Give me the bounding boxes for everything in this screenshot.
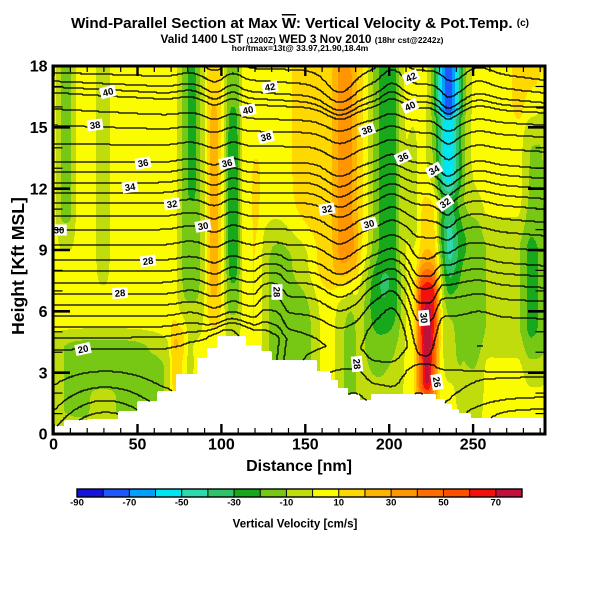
svg-text:hor/tmax=13t@ 33.97,21.90,18.4: hor/tmax=13t@ 33.97,21.90,18.4m [232,43,369,53]
svg-text:30: 30 [386,498,397,509]
svg-text:Wind-Parallel Section at Max W: Wind-Parallel Section at Max W: Vertical… [71,15,529,32]
svg-text:-30: -30 [227,498,241,509]
svg-text:Vertical Velocity [cm/s]: Vertical Velocity [cm/s] [233,519,358,531]
svg-text:10: 10 [334,498,345,509]
svg-text:-50: -50 [175,498,189,509]
svg-text:36: 36 [396,151,410,165]
svg-text:40: 40 [242,104,255,117]
svg-text:-10: -10 [280,498,294,509]
svg-text:100: 100 [208,437,235,454]
svg-text:9: 9 [39,243,48,260]
svg-text:200: 200 [376,437,403,454]
svg-text:3: 3 [39,365,48,382]
svg-text:38: 38 [360,124,374,138]
svg-text:30: 30 [417,312,429,324]
svg-text:38: 38 [89,120,102,132]
svg-text:36: 36 [137,158,149,171]
svg-text:28: 28 [350,358,362,370]
svg-text:Distance [nm]: Distance [nm] [246,458,352,475]
svg-text:-90: -90 [70,498,84,509]
svg-text:Valid 1400 LST (1200Z) WED 3 N: Valid 1400 LST (1200Z) WED 3 Nov 2010 (1… [161,32,444,46]
svg-text:30: 30 [54,225,65,236]
svg-text:15: 15 [30,120,48,137]
svg-text:30: 30 [197,221,209,234]
svg-text:28: 28 [114,288,126,300]
svg-text:38: 38 [260,131,274,144]
svg-text:30: 30 [363,218,376,231]
svg-text:0: 0 [49,437,58,454]
svg-text:-70: -70 [123,498,137,509]
svg-text:12: 12 [30,181,48,198]
svg-text:50: 50 [129,437,147,454]
svg-text:6: 6 [39,304,48,321]
svg-text:150: 150 [292,437,319,454]
svg-text:20: 20 [77,343,90,356]
svg-text:70: 70 [491,498,502,509]
svg-text:18: 18 [30,59,48,76]
svg-text:26: 26 [430,376,443,388]
svg-text:28: 28 [271,287,282,298]
svg-text:32: 32 [321,204,333,217]
svg-text:32: 32 [166,199,178,211]
svg-text:0: 0 [39,427,48,444]
svg-text:250: 250 [460,437,487,454]
svg-text:28: 28 [142,256,155,268]
svg-text:34: 34 [124,182,137,194]
svg-text:40: 40 [102,86,115,99]
svg-text:Height [Kft MSL]: Height [Kft MSL] [8,197,28,335]
svg-text:36: 36 [221,157,234,170]
svg-text:42: 42 [264,82,276,95]
svg-text:50: 50 [438,498,449,509]
svg-text:32: 32 [438,196,453,211]
svg-text:40: 40 [403,100,417,114]
svg-text:42: 42 [404,71,418,85]
